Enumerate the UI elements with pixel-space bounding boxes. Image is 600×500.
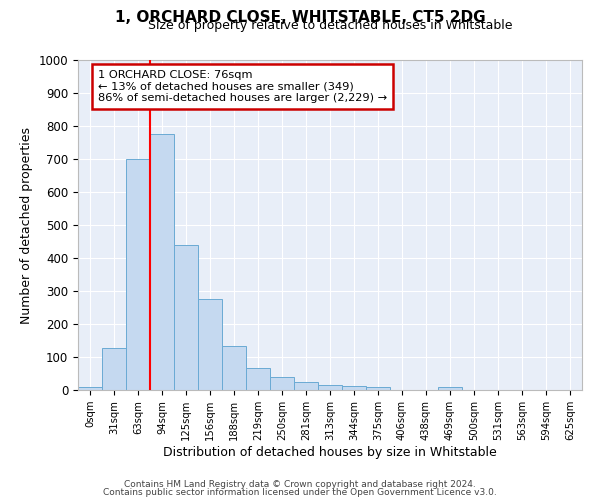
Text: Contains HM Land Registry data © Crown copyright and database right 2024.: Contains HM Land Registry data © Crown c… [124,480,476,489]
Bar [294,382,318,390]
Text: 1 ORCHARD CLOSE: 76sqm
← 13% of detached houses are smaller (349)
86% of semi-de: 1 ORCHARD CLOSE: 76sqm ← 13% of detached… [98,70,387,103]
Bar [102,348,126,390]
Title: Size of property relative to detached houses in Whitstable: Size of property relative to detached ho… [148,20,512,32]
Y-axis label: Number of detached properties: Number of detached properties [20,126,33,324]
Bar [150,134,174,390]
Bar [438,386,462,390]
Bar [246,368,270,390]
Bar [342,386,366,390]
Bar [174,245,198,390]
Text: 1, ORCHARD CLOSE, WHITSTABLE, CT5 2DG: 1, ORCHARD CLOSE, WHITSTABLE, CT5 2DG [115,10,485,25]
Bar [126,159,150,390]
X-axis label: Distribution of detached houses by size in Whitstable: Distribution of detached houses by size … [163,446,497,458]
Bar [222,346,246,390]
Bar [78,388,102,390]
Bar [318,385,342,390]
Bar [198,299,222,390]
Bar [270,377,294,390]
Text: Contains public sector information licensed under the Open Government Licence v3: Contains public sector information licen… [103,488,497,497]
Bar [366,388,390,390]
